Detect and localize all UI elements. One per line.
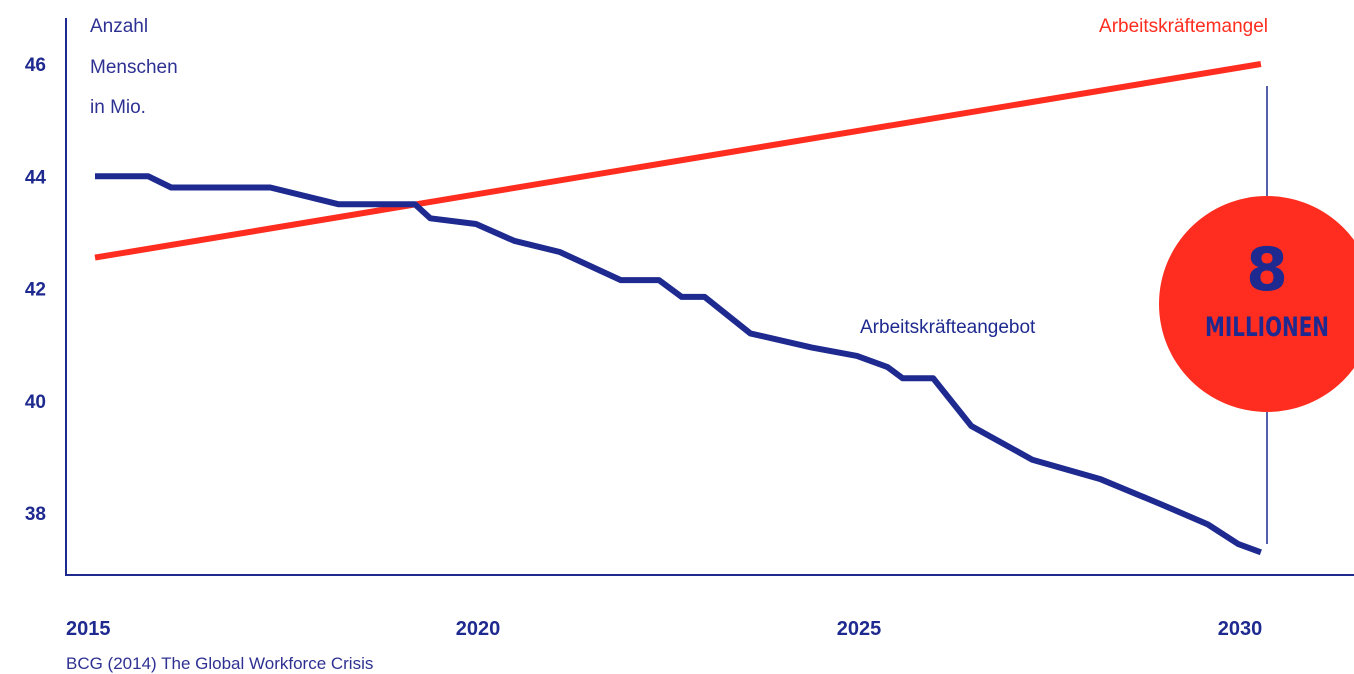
y-axis-label-line-3: in Mio.: [90, 97, 146, 118]
y-tick-label: 44: [25, 167, 47, 188]
x-tick-label: 2015: [66, 618, 111, 640]
series-label-arbeitskraeftemangel: Arbeitskräftemangel: [1099, 16, 1268, 37]
gap-badge-unit: MILLIONEN: [1205, 312, 1329, 343]
x-tick-label: 2020: [456, 618, 501, 640]
gap-badge-circle: [1159, 196, 1354, 412]
source-note: BCG (2014) The Global Workforce Crisis: [66, 654, 374, 673]
x-tick-label: 2030: [1218, 618, 1263, 640]
y-tick-label: 46: [25, 55, 46, 76]
y-tick-label: 42: [25, 280, 46, 301]
y-tick-label: 40: [25, 392, 46, 413]
gap-badge-value: 8: [1246, 235, 1288, 305]
series-line-arbeitskraefteangebot: [95, 173, 1262, 556]
series-label-arbeitskraefteangebot: Arbeitskräfteangebot: [860, 317, 1036, 338]
y-tick-label: 38: [25, 504, 46, 525]
y-axis-label-line-1: Anzahl: [90, 16, 148, 37]
x-tick-label: 2025: [837, 618, 882, 640]
y-axis-label-line-2: Menschen: [90, 57, 178, 78]
series-line-arbeitskraeftemangel: [94, 61, 1262, 261]
